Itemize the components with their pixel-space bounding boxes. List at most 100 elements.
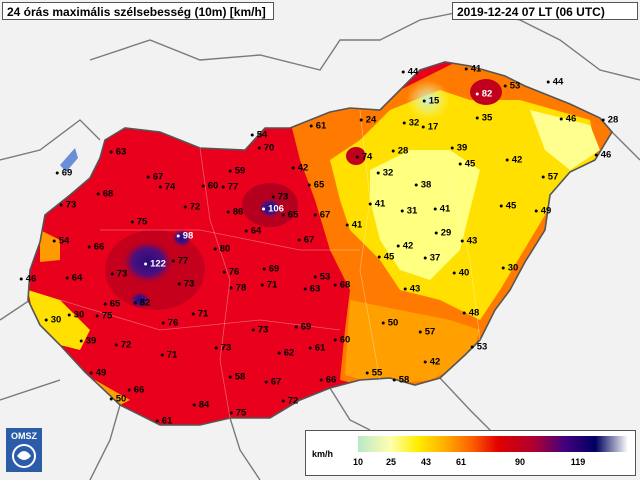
- station-value: 41: [464, 64, 481, 75]
- station-value: 69: [262, 264, 279, 275]
- station-value: 44: [401, 67, 418, 78]
- station-value: 54: [250, 130, 267, 141]
- station-value: 37: [423, 253, 440, 264]
- station-value: 63: [109, 147, 126, 158]
- legend-tick: 25: [385, 457, 397, 467]
- station-value: 65: [103, 299, 120, 310]
- station-value: 43: [403, 284, 420, 295]
- station-value: 76: [161, 318, 178, 329]
- station-value: 44: [546, 77, 563, 88]
- station-value: 71: [260, 280, 277, 291]
- station-value: 84: [192, 400, 209, 411]
- station-value: 38: [414, 180, 431, 191]
- station-value: 68: [333, 280, 350, 291]
- station-value: 46: [594, 150, 611, 161]
- station-value: 66: [319, 375, 336, 386]
- station-value: 57: [541, 172, 558, 183]
- station-value: 63: [303, 284, 320, 295]
- station-value: 50: [381, 318, 398, 329]
- station-value: 64: [244, 226, 261, 237]
- station-value: 61: [308, 343, 325, 354]
- station-value: 64: [65, 273, 82, 284]
- station-value: 67: [297, 235, 314, 246]
- station-value: 67: [146, 172, 163, 183]
- station-value: 30: [44, 315, 61, 326]
- station-value: 75: [229, 408, 246, 419]
- station-value: 80: [213, 244, 230, 255]
- station-value: 46: [559, 114, 576, 125]
- station-value: 42: [291, 163, 308, 174]
- station-value: 72: [114, 340, 131, 351]
- legend-tick: 90: [514, 457, 526, 467]
- station-value: 49: [89, 368, 106, 379]
- station-value: 53: [470, 342, 487, 353]
- legend-tick: 61: [455, 457, 467, 467]
- station-value: 67: [264, 377, 281, 388]
- station-value: 66: [127, 385, 144, 396]
- station-value: 30: [67, 310, 84, 321]
- station-value: 58: [392, 375, 409, 386]
- station-value: 45: [499, 201, 516, 212]
- station-value: 41: [433, 204, 450, 215]
- station-value: 53: [503, 81, 520, 92]
- svg-text:OMSZ: OMSZ: [11, 431, 38, 441]
- station-value: 24: [359, 115, 376, 126]
- station-value: 122: [144, 259, 166, 270]
- legend-color-bar: [358, 436, 628, 452]
- station-value: 73: [251, 325, 268, 336]
- station-value: 71: [160, 350, 177, 361]
- legend-tick: 119: [570, 457, 586, 467]
- map-datetime: 2019-12-24 07 LT (06 UTC): [452, 2, 638, 20]
- station-value: 43: [460, 236, 477, 247]
- station-value: 66: [87, 242, 104, 253]
- station-value: 45: [458, 159, 475, 170]
- station-value: 35: [475, 113, 492, 124]
- station-value: 73: [59, 200, 76, 211]
- station-value: 17: [421, 122, 438, 133]
- lake-neusiedl: [60, 148, 78, 172]
- legend-tick: 10: [352, 457, 364, 467]
- station-value: 45: [377, 252, 394, 263]
- legend-tick: 43: [420, 457, 432, 467]
- station-value: 106: [262, 204, 284, 215]
- station-value: 42: [423, 357, 440, 368]
- station-value: 70: [257, 143, 274, 154]
- county-borders: [59, 109, 481, 419]
- station-value: 78: [229, 283, 246, 294]
- neighbour-borders: [0, 9, 640, 480]
- omsz-logo-icon: OMSZ: [6, 428, 42, 472]
- station-value: 74: [158, 182, 175, 193]
- station-value: 41: [345, 220, 362, 231]
- station-value: 86: [226, 207, 243, 218]
- station-value: 39: [450, 143, 467, 154]
- legend-unit: km/h: [312, 449, 334, 459]
- station-value: 69: [55, 168, 72, 179]
- station-value: 68: [96, 189, 113, 200]
- station-value: 48: [462, 308, 479, 319]
- station-value: 60: [201, 181, 218, 192]
- station-value: 31: [400, 206, 417, 217]
- station-value: 46: [19, 274, 36, 285]
- station-value: 50: [109, 394, 126, 405]
- station-value: 49: [534, 206, 551, 217]
- station-value: 65: [307, 180, 324, 191]
- station-value: 76: [222, 267, 239, 278]
- station-value: 30: [501, 263, 518, 274]
- station-value: 77: [221, 182, 238, 193]
- station-value: 77: [171, 256, 188, 267]
- station-value: 29: [434, 228, 451, 239]
- legend: km/h 10 25 43 61 90 119: [305, 430, 636, 476]
- station-value: 61: [309, 121, 326, 132]
- station-value: 54: [52, 236, 69, 247]
- station-value: 71: [191, 309, 208, 320]
- station-value: 42: [396, 241, 413, 252]
- station-value: 73: [177, 279, 194, 290]
- station-value: 67: [313, 210, 330, 221]
- station-value: 72: [281, 396, 298, 407]
- station-value: 75: [130, 217, 147, 228]
- station-value: 55: [365, 368, 382, 379]
- station-value: 57: [418, 327, 435, 338]
- station-value: 60: [333, 335, 350, 346]
- station-value: 59: [228, 166, 245, 177]
